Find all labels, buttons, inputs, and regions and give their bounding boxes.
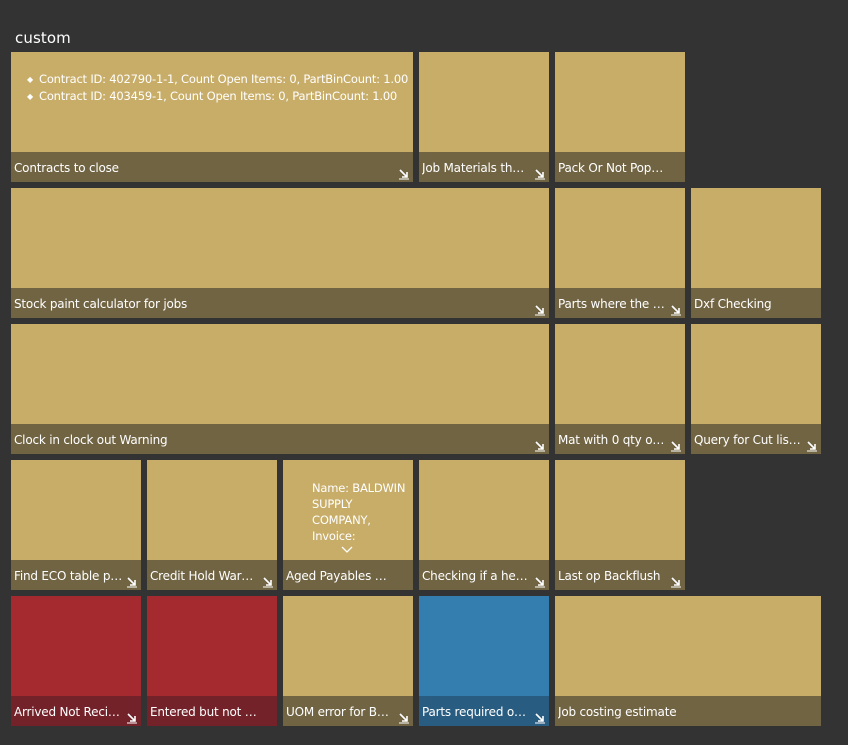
tile-label: Job Materials that n... bbox=[422, 161, 531, 175]
tile-label-bar bbox=[11, 152, 413, 182]
tile-job-materials[interactable]: Job Materials that n... bbox=[419, 52, 549, 182]
tile-label: Find ECO table parts... bbox=[14, 569, 123, 583]
expand-corner-icon[interactable] bbox=[535, 577, 546, 588]
tile-label-bar bbox=[11, 696, 141, 726]
expand-corner-icon[interactable] bbox=[263, 577, 274, 588]
tile-label-bar bbox=[555, 560, 685, 590]
tile-label: Stock paint calculator for jobs bbox=[14, 297, 188, 311]
chevron-down-icon[interactable] bbox=[341, 546, 353, 554]
tile-pack-or-not[interactable]: Pack Or Not Populat... bbox=[555, 52, 685, 182]
diamond-bullet-icon: ◆ bbox=[27, 92, 33, 101]
tile-label: UOM error for BAQ... bbox=[286, 705, 395, 719]
diamond-bullet-icon: ◆ bbox=[27, 75, 33, 84]
tile-entered-not-approved[interactable]: Entered but not app... bbox=[147, 596, 277, 726]
expand-corner-icon[interactable] bbox=[535, 305, 546, 316]
tile-label-bar bbox=[283, 696, 413, 726]
expand-corner-icon[interactable] bbox=[399, 713, 410, 724]
expand-corner-icon[interactable] bbox=[807, 441, 818, 452]
tile-query-cut-list[interactable]: Query for Cut list BA... bbox=[691, 324, 821, 454]
expand-corner-icon[interactable] bbox=[535, 713, 546, 724]
tile-contracts-to-close[interactable]: ◆ Contract ID: 402790-1-1, Count Open Ite… bbox=[11, 52, 413, 182]
tile-label: Entered but not app... bbox=[150, 705, 259, 719]
tile-label: Parts required on jo... bbox=[422, 705, 531, 719]
list-item: ◆ Contract ID: 402790-1-1, Count Open Ite… bbox=[27, 72, 409, 86]
tile-label-bar bbox=[555, 696, 821, 726]
tile-label: Clock in clock out Warning bbox=[14, 433, 168, 447]
tile-label: Credit Hold Warning... bbox=[150, 569, 259, 583]
tile-uom-error[interactable]: UOM error for BAQ... bbox=[283, 596, 413, 726]
tile-label-bar bbox=[555, 152, 685, 182]
tile-checking-heat-lot[interactable]: Checking if a heat lo... bbox=[419, 460, 549, 590]
expand-corner-icon[interactable] bbox=[671, 441, 682, 452]
tile-label: Query for Cut list BA... bbox=[694, 433, 803, 447]
tile-label-bar bbox=[147, 696, 277, 726]
expand-corner-icon[interactable] bbox=[671, 577, 682, 588]
tile-label-bar bbox=[419, 152, 549, 182]
tile-label: Checking if a heat lo... bbox=[422, 569, 531, 583]
tile-label: Dxf Checking bbox=[694, 297, 772, 311]
tile-clock-in-clock-out[interactable]: Clock in clock out Warning bbox=[11, 324, 549, 454]
expand-corner-icon[interactable] bbox=[127, 713, 138, 724]
tile-parts-where-seq[interactable]: Parts where the seq... bbox=[555, 188, 685, 318]
tile-mat-with-0-qty[interactable]: Mat with 0 qty on job bbox=[555, 324, 685, 454]
tile-label: Aged Payables Dash... bbox=[286, 569, 395, 583]
tile-stock-paint-calculator[interactable]: Stock paint calculator for jobs bbox=[11, 188, 549, 318]
tile-dxf-checking[interactable]: Dxf Checking bbox=[691, 188, 821, 318]
tile-arrived-not-recieved[interactable]: Arrived Not Recieved bbox=[11, 596, 141, 726]
tile-label-bar bbox=[11, 560, 141, 590]
expand-corner-icon[interactable] bbox=[671, 305, 682, 316]
tile-label: Contracts to close bbox=[14, 161, 119, 175]
tile-label-bar bbox=[11, 424, 549, 454]
tile-find-eco-table[interactable]: Find ECO table parts... bbox=[11, 460, 141, 590]
expand-corner-icon[interactable] bbox=[535, 169, 546, 180]
tile-label: Job costing estimate bbox=[558, 705, 677, 719]
expand-corner-icon[interactable] bbox=[535, 441, 546, 452]
tile-aged-payables[interactable]: Name: BALDWIN SUPPLY COMPANY, Invoice: A… bbox=[283, 460, 413, 590]
tile-label: Mat with 0 qty on job bbox=[558, 433, 667, 447]
tile-label-bar bbox=[691, 424, 821, 454]
tile-label: Pack Or Not Populat... bbox=[558, 161, 667, 175]
expand-corner-icon[interactable] bbox=[399, 169, 410, 180]
tile-label-bar bbox=[419, 696, 549, 726]
tile-parts-required-on-job[interactable]: Parts required on jo... bbox=[419, 596, 549, 726]
expand-corner-icon[interactable] bbox=[127, 577, 138, 588]
tile-label-bar bbox=[11, 288, 549, 318]
tile-label-bar bbox=[419, 560, 549, 590]
tile-label: Parts where the seq... bbox=[558, 297, 667, 311]
tile-content-text: Name: BALDWIN SUPPLY COMPANY, Invoice: bbox=[312, 481, 406, 543]
tile-label-bar bbox=[555, 424, 685, 454]
contracts-list: ◆ Contract ID: 402790-1-1, Count Open Ite… bbox=[27, 71, 408, 105]
tile-label-bar bbox=[147, 560, 277, 590]
group-title: custom bbox=[15, 29, 71, 47]
list-item: ◆ Contract ID: 403459-1, Count Open Items… bbox=[27, 89, 398, 103]
tile-credit-hold-warning[interactable]: Credit Hold Warning... bbox=[147, 460, 277, 590]
tile-label: Last op Backflush bbox=[558, 569, 661, 583]
tile-label-bar bbox=[555, 288, 685, 318]
tile-last-op-backflush[interactable]: Last op Backflush bbox=[555, 460, 685, 590]
tile-label: Arrived Not Recieved bbox=[14, 705, 123, 719]
tile-label-bar bbox=[691, 288, 821, 318]
tile-job-costing-estimate[interactable]: Job costing estimate bbox=[555, 596, 821, 726]
tile-label-bar bbox=[283, 560, 413, 590]
